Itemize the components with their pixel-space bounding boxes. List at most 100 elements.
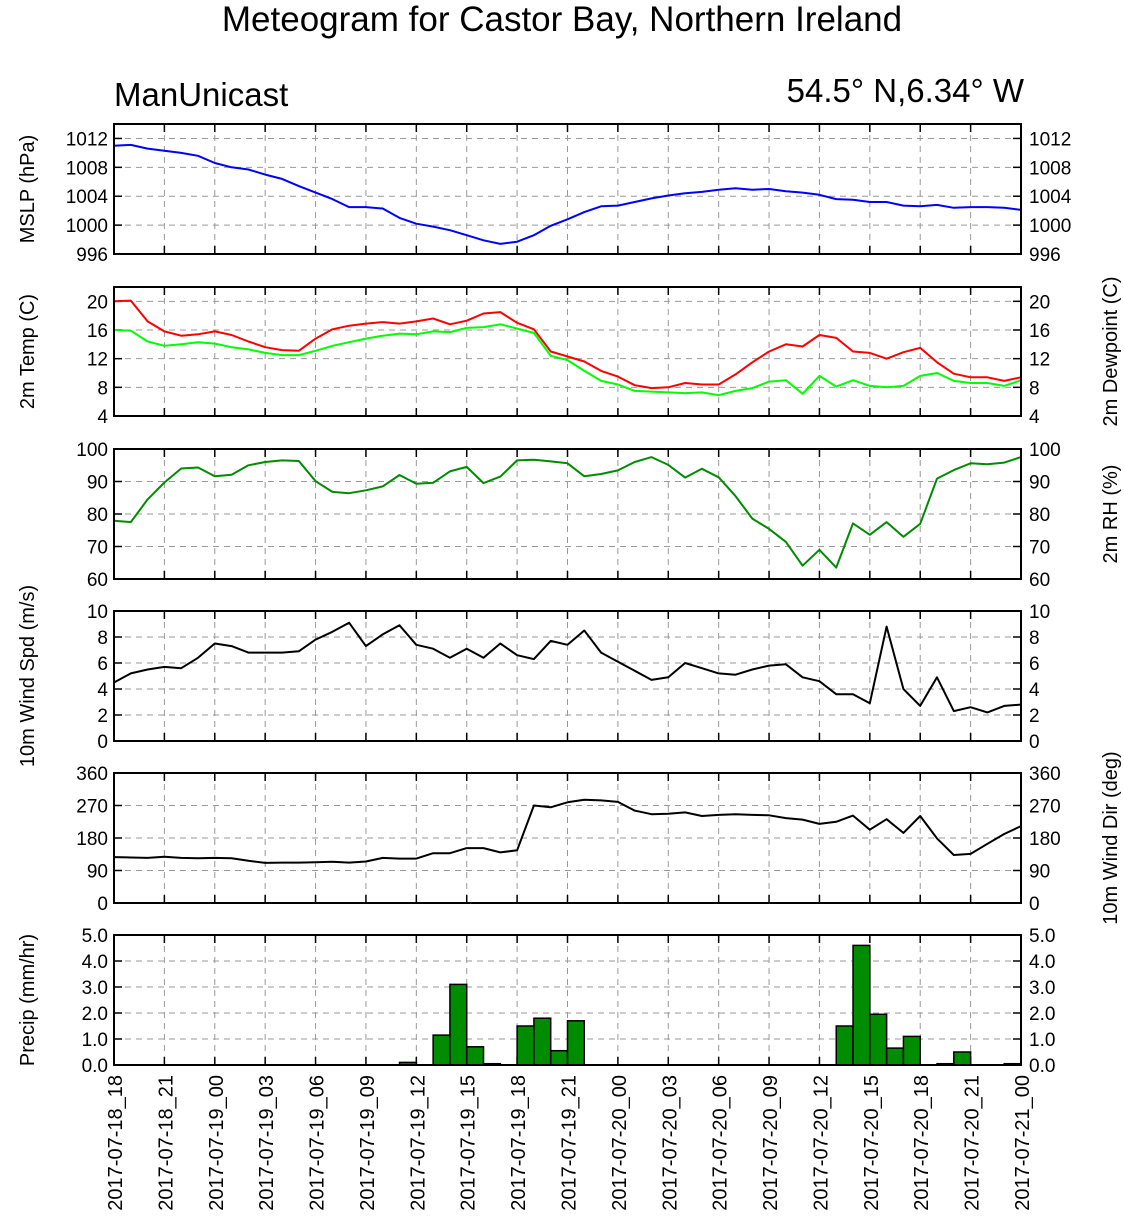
y-tick-label-left: 100 bbox=[76, 440, 108, 461]
panel-frame bbox=[113, 772, 1022, 904]
x-tick-label: 2017-07-19_12 bbox=[407, 1075, 429, 1211]
y-tick-label-left: 270 bbox=[76, 797, 108, 818]
series-line-wind bbox=[113, 798, 1022, 864]
y-tick-label-right: 0 bbox=[1029, 894, 1040, 915]
y-tick-label-left: 1.0 bbox=[82, 1030, 108, 1051]
y-tick-label-left: 2 bbox=[97, 706, 108, 727]
y-tick-label-right: 2.0 bbox=[1029, 1004, 1055, 1025]
x-tick-label: 2017-07-20_06 bbox=[710, 1075, 732, 1211]
x-tick-label: 2017-07-19_00 bbox=[206, 1075, 228, 1211]
panel-4: 0 0 2 2 4 4 6 6 8 8 10 10 10m Wind Spd (m/s) bbox=[17, 585, 1050, 767]
series-line-temp bbox=[113, 299, 1022, 390]
x-tick-label: 2017-07-20_03 bbox=[659, 1075, 681, 1211]
y-tick-label-left: 180 bbox=[76, 829, 108, 850]
y-axis-label-right: 2m RH (%) bbox=[1100, 465, 1122, 564]
x-tick-label: 2017-07-19_21 bbox=[559, 1075, 581, 1211]
precip-bar bbox=[885, 1047, 905, 1066]
y-tick-label-right: 360 bbox=[1029, 764, 1061, 785]
y-tick-label-left: 5.0 bbox=[82, 926, 108, 947]
y-tick-label-right: 1.0 bbox=[1029, 1030, 1055, 1051]
y-tick-label-left: 1012 bbox=[66, 129, 108, 150]
y-tick-label-left: 996 bbox=[76, 245, 108, 266]
y-axis-label-right: 10m Wind Dir (deg) bbox=[1100, 751, 1122, 924]
y-tick-label-right: 8 bbox=[1029, 628, 1040, 649]
y-tick-label-left: 90 bbox=[87, 473, 108, 494]
precip-bar bbox=[852, 944, 871, 1066]
precip-bar bbox=[533, 1017, 552, 1066]
panel-6: 0.0 0.0 1.0 1.0 2.0 2.0 3.0 3.0 4.0 4.0 5.0 5.0 Prec… bbox=[17, 926, 1055, 1077]
panel-frame bbox=[113, 934, 1022, 1066]
y-tick-label-right: 8 bbox=[1029, 378, 1040, 399]
precip-bar bbox=[835, 1025, 854, 1066]
y-tick-label-right: 10 bbox=[1029, 602, 1050, 623]
x-tick-label: 2017-07-21_00 bbox=[1012, 1075, 1034, 1211]
y-tick-label-right: 20 bbox=[1029, 292, 1050, 313]
y-tick-label-right: 4 bbox=[1029, 680, 1040, 701]
y-tick-label-right: 4.0 bbox=[1029, 952, 1055, 973]
x-tick-label: 2017-07-19_03 bbox=[256, 1075, 278, 1211]
y-axis-label-left: MSLP (hPa) bbox=[17, 135, 39, 244]
y-tick-label-right: 100 bbox=[1029, 440, 1061, 461]
y-tick-label-right: 60 bbox=[1029, 570, 1050, 591]
y-axis-label-right: 2m Dewpoint (C) bbox=[1100, 276, 1122, 426]
y-tick-label-right: 996 bbox=[1029, 245, 1061, 266]
panel-3: 60 60 70 70 80 80 90 90 100 100 2m RH (%) bbox=[76, 440, 1122, 591]
y-tick-label-left: 0 bbox=[97, 894, 108, 915]
location-coordinates: 54.5° N,6.34° W bbox=[786, 72, 1024, 109]
precip-bar bbox=[566, 1020, 586, 1066]
precip-bar bbox=[465, 1046, 485, 1066]
panel-frame bbox=[113, 448, 1022, 580]
panel-2: 4 4 8 8 12 12 16 16 20 20 2m Temp (C) 2m Dewpoint (… bbox=[17, 276, 1122, 428]
series-line-dewpoint bbox=[113, 323, 1022, 397]
precip-bar bbox=[549, 1049, 569, 1066]
x-tick-label: 2017-07-20_21 bbox=[962, 1075, 984, 1211]
y-tick-label-left: 2.0 bbox=[82, 1004, 108, 1025]
y-tick-label-left: 1004 bbox=[66, 187, 109, 208]
y-tick-label-right: 1004 bbox=[1029, 187, 1072, 208]
y-tick-label-right: 180 bbox=[1029, 829, 1061, 850]
precip-bar bbox=[432, 1034, 451, 1066]
x-tick-label: 2017-07-20_15 bbox=[861, 1075, 883, 1211]
x-tick-label: 2017-07-19_06 bbox=[307, 1075, 329, 1211]
y-tick-label-left: 1008 bbox=[66, 158, 108, 179]
panel-frame bbox=[113, 286, 1022, 417]
y-tick-label-left: 1000 bbox=[66, 216, 108, 237]
y-tick-label-left: 60 bbox=[87, 570, 108, 591]
x-tick-label: 2017-07-18_21 bbox=[155, 1075, 177, 1211]
panel-5: 0 0 90 90 180 180 270 270 360 360 10m Wind Dir (de… bbox=[76, 751, 1122, 924]
y-tick-label-right: 6 bbox=[1029, 654, 1040, 675]
y-tick-label-left: 16 bbox=[87, 321, 108, 342]
y-tick-label-left: 4.0 bbox=[82, 952, 108, 973]
series-line-rh bbox=[113, 456, 1022, 569]
x-tick-label: 2017-07-20_18 bbox=[911, 1075, 933, 1211]
panel-1: 996 996 1000 1000 1004 1004 1008 1008 1012 1012 MS… bbox=[17, 123, 1072, 266]
y-tick-label-right: 0 bbox=[1029, 732, 1040, 753]
y-tick-label-left: 90 bbox=[87, 862, 108, 883]
x-tick-label: 2017-07-19_09 bbox=[357, 1075, 379, 1211]
y-tick-label-right: 90 bbox=[1029, 862, 1050, 883]
precip-bar bbox=[953, 1051, 972, 1066]
y-tick-label-right: 1000 bbox=[1029, 216, 1071, 237]
y-tick-label-left: 8 bbox=[97, 378, 108, 399]
y-tick-label-left: 20 bbox=[87, 292, 108, 313]
y-tick-label-left: 4 bbox=[97, 680, 108, 701]
x-tick-label: 2017-07-20_00 bbox=[609, 1075, 631, 1211]
y-tick-label-left: 6 bbox=[97, 654, 108, 675]
precip-bar bbox=[902, 1035, 921, 1066]
model-name: ManUnicast bbox=[114, 76, 289, 113]
y-tick-label-left: 10 bbox=[87, 602, 108, 623]
precip-bar bbox=[516, 1025, 535, 1066]
y-tick-label-right: 5.0 bbox=[1029, 926, 1055, 947]
y-tick-label-left: 8 bbox=[97, 628, 108, 649]
x-tick-label: 2017-07-19_15 bbox=[458, 1075, 480, 1211]
series-line-wind bbox=[113, 621, 1022, 714]
y-tick-label-right: 2 bbox=[1029, 706, 1040, 727]
x-tick-label: 2017-07-19_18 bbox=[508, 1075, 530, 1211]
y-axis-label-left: Precip (mm/hr) bbox=[17, 934, 39, 1066]
x-tick-label: 2017-07-20_12 bbox=[810, 1075, 832, 1211]
y-tick-label-left: 70 bbox=[87, 538, 108, 559]
precip-bar bbox=[449, 983, 468, 1066]
y-tick-label-right: 4 bbox=[1029, 407, 1040, 428]
y-axis-label-left: 2m Temp (C) bbox=[17, 294, 39, 409]
